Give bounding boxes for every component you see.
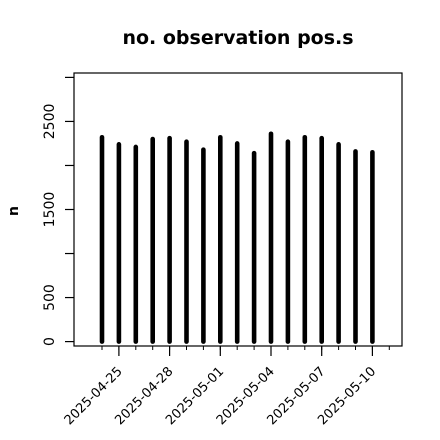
y-axis-label: n [6, 206, 22, 216]
y-tick-label: 0 [42, 337, 58, 346]
x-axis: 2025-04-252025-04-282025-05-012025-05-04… [62, 346, 390, 428]
bars [99, 131, 375, 344]
y-axis: 0 500 1500 2500 [42, 76, 74, 346]
y-tick-label: 2500 [42, 104, 58, 140]
y-tick-label: 1500 [42, 192, 58, 228]
y-tick-label: 500 [42, 284, 58, 311]
chart-title: no. observation pos.s [122, 27, 353, 49]
